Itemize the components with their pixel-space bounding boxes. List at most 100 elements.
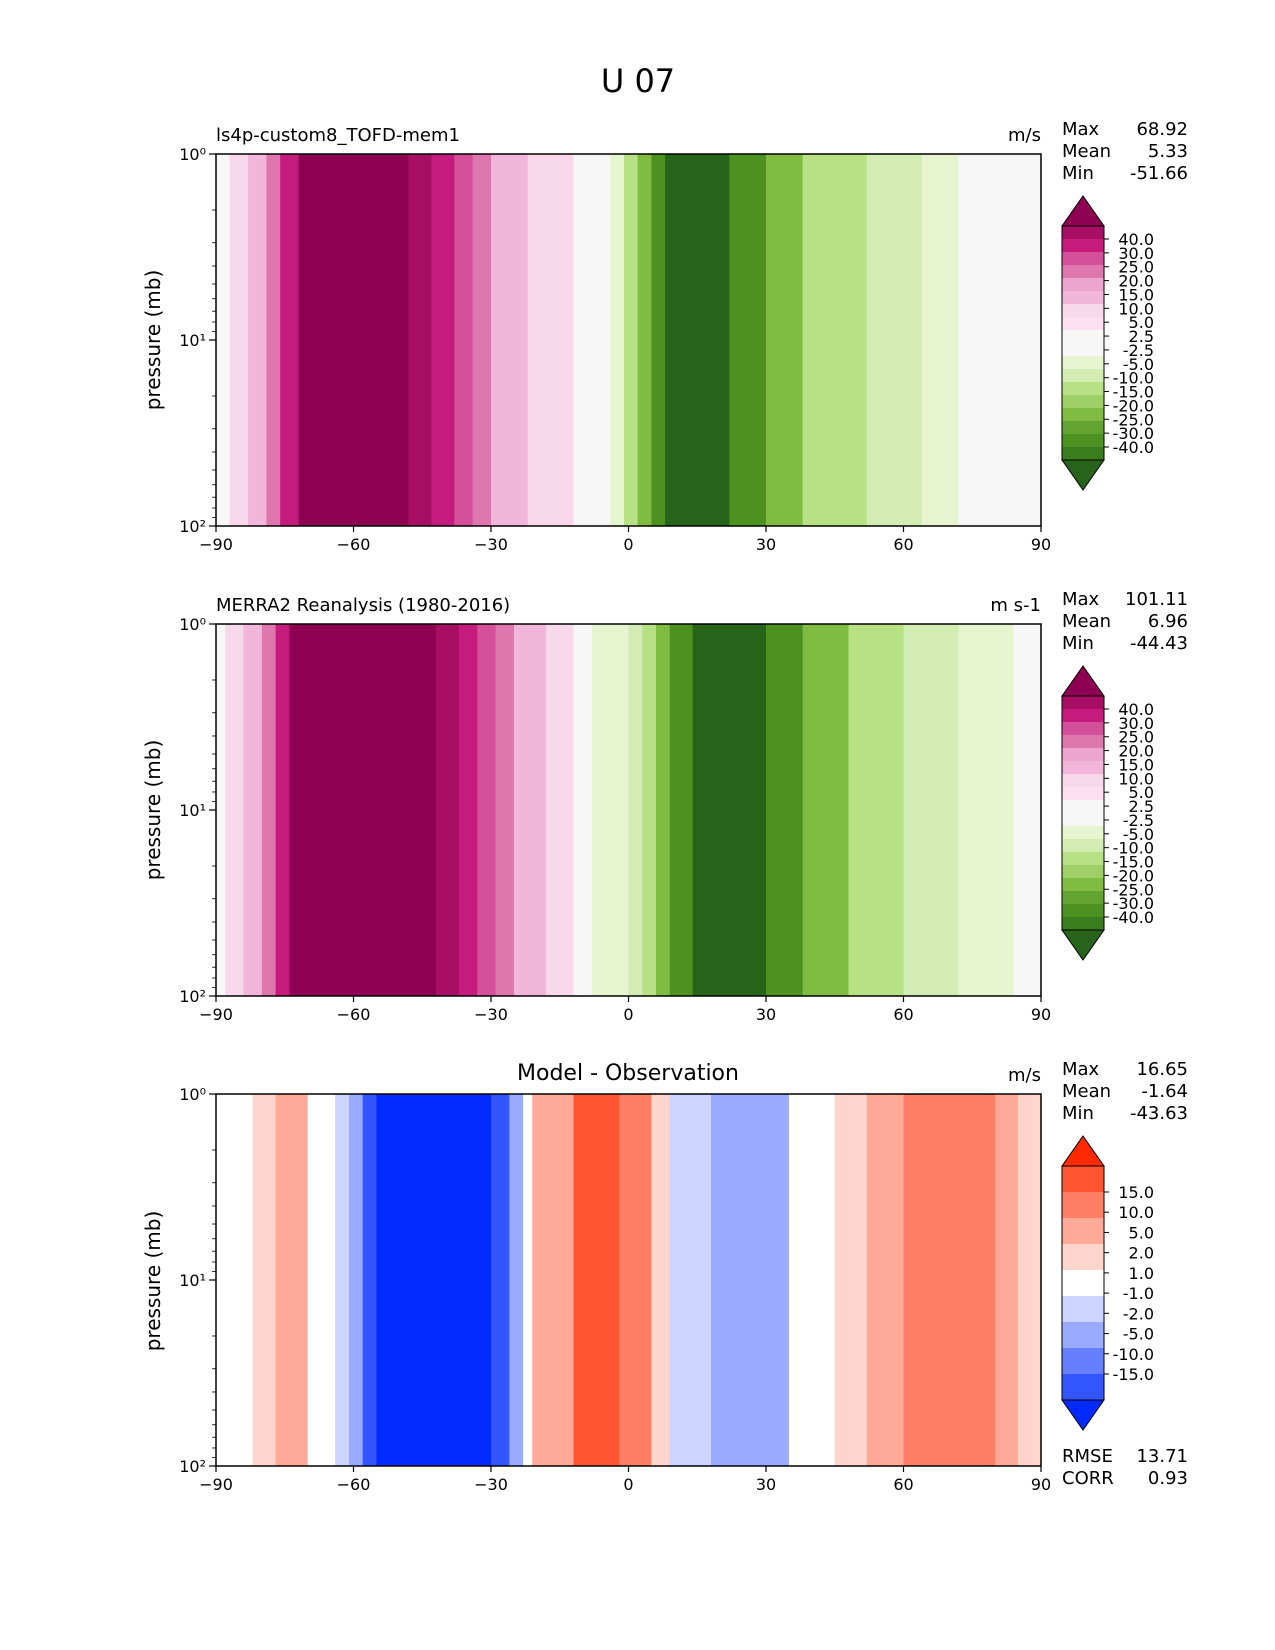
contour-band: [408, 154, 432, 526]
y-tick-label: 10⁰: [179, 615, 206, 634]
contour-band: [628, 624, 643, 996]
colorbar-label: 1.0: [1129, 1264, 1154, 1283]
contour-band: [527, 154, 574, 526]
x-tick-label: 60: [893, 1475, 913, 1494]
contour-band: [903, 624, 959, 996]
colorbar-swatch: [1062, 395, 1104, 409]
colorbar-swatch: [1062, 1166, 1104, 1193]
colorbar-label: 15.0: [1118, 285, 1154, 304]
colorbar-swatch: [1062, 878, 1104, 892]
colorbar-frame: [1061, 695, 1105, 931]
colorbar-extend-bottom: [1061, 929, 1105, 961]
y-tick-label: 10²: [179, 1457, 206, 1476]
x-tick-label: 30: [756, 1475, 776, 1494]
colorbar-swatch: [1062, 421, 1104, 435]
panel-difference: Model - Observation m/s pressure (mb) Ma…: [141, 1059, 1188, 1494]
colorbar-swatch: [1062, 1322, 1104, 1349]
colorbar-swatch: [1062, 774, 1104, 788]
contour-band: [477, 624, 497, 996]
contour-band: [266, 154, 281, 526]
contour-band: [252, 1094, 277, 1466]
colorbar-label: -25.0: [1113, 880, 1154, 899]
y-tick-label: 10¹: [179, 1271, 206, 1290]
x-tick-label: 90: [1031, 535, 1051, 554]
x-tick-label: −60: [337, 1005, 371, 1024]
stat-mean-label: Mean: [1062, 141, 1111, 162]
colorbar-swatch: [1062, 356, 1104, 370]
contour-band: [1018, 1094, 1042, 1466]
colorbar-swatch: [1062, 813, 1104, 827]
colorbar-extend-top: [1061, 195, 1105, 227]
contour-band: [1013, 624, 1042, 996]
y-tick-label: 10¹: [179, 801, 206, 820]
contour-band: [623, 154, 639, 526]
contour-band: [348, 1094, 364, 1466]
colorbar-label: 25.0: [1118, 728, 1154, 747]
colorbar-swatch: [1062, 382, 1104, 396]
contour-band: [651, 154, 666, 526]
contour-band: [866, 1094, 904, 1466]
colorbar-swatch: [1062, 722, 1104, 736]
contour-band: [573, 624, 593, 996]
y-axis-label: pressure (mb): [141, 1211, 165, 1352]
stat-mean-label: Mean: [1062, 1081, 1111, 1102]
panel-title: ls4p-custom8_TOFD-mem1: [216, 125, 460, 146]
colorbar-swatch: [1062, 330, 1104, 344]
colorbar-extend-top: [1061, 1135, 1105, 1167]
contour-band: [610, 154, 625, 526]
stat-rmse-value: 13.71: [1136, 1446, 1188, 1467]
contour-band: [216, 154, 231, 526]
y-tick-label: 10⁰: [179, 145, 206, 164]
y-tick-label: 10²: [179, 517, 206, 536]
colorbar-label: -15.0: [1113, 853, 1154, 872]
colorbar-swatch: [1062, 1348, 1104, 1375]
colorbar-label: -10.0: [1113, 369, 1154, 388]
contour-band: [216, 624, 226, 996]
contour-band: [431, 154, 455, 526]
y-tick-label: 10²: [179, 987, 206, 1006]
panel-title: MERRA2 Reanalysis (1980-2016): [216, 595, 510, 616]
contour-band: [637, 154, 652, 526]
x-tick-label: −60: [337, 535, 371, 554]
colorbar-swatch: [1062, 709, 1104, 723]
contour-band: [275, 1094, 309, 1466]
contour-band: [651, 1094, 671, 1466]
stat-min-label: Min: [1062, 1103, 1094, 1124]
stat-mean-value: 6.96: [1148, 611, 1188, 632]
colorbar-swatch: [1062, 304, 1104, 318]
colorbar-swatch: [1062, 369, 1104, 383]
colorbar-label: -40.0: [1113, 908, 1154, 927]
panel-units: m s-1: [990, 595, 1041, 616]
colorbar-extend-bottom: [1061, 459, 1105, 491]
x-tick-label: −30: [474, 1475, 508, 1494]
contour-band: [619, 1094, 652, 1466]
colorbar-swatch: [1062, 1244, 1104, 1271]
colorbar-swatch: [1062, 748, 1104, 762]
contour-band: [523, 1094, 533, 1466]
colorbar-swatch: [1062, 735, 1104, 749]
contour-band: [229, 154, 249, 526]
x-tick-label: −60: [337, 1475, 371, 1494]
contour-band: [261, 624, 277, 996]
contour-band: [289, 624, 437, 996]
contour-band: [376, 1094, 492, 1466]
colorbar-label: -10.0: [1113, 839, 1154, 858]
colorbar-label: -15.0: [1113, 1365, 1154, 1384]
colorbar-frame: [1061, 225, 1105, 461]
colorbar-swatch: [1062, 1218, 1104, 1245]
colorbar-swatch: [1062, 434, 1104, 448]
contour-band: [669, 1094, 712, 1466]
colorbar-swatch: [1062, 761, 1104, 775]
colorbar-swatch: [1062, 852, 1104, 866]
x-tick-label: −30: [474, 1005, 508, 1024]
colorbar-label: -10.0: [1113, 1345, 1154, 1364]
contour-band: [298, 154, 409, 526]
contour-band: [532, 1094, 574, 1466]
colorbar-swatch: [1062, 696, 1104, 710]
colorbar-label: 40.0: [1118, 230, 1154, 249]
colorbar-label: 2.5: [1129, 797, 1154, 816]
colorbar-swatch: [1062, 265, 1104, 279]
y-tick-label: 10¹: [179, 331, 206, 350]
stat-max-value: 68.92: [1136, 119, 1188, 140]
panel-units: m/s: [1008, 125, 1041, 146]
